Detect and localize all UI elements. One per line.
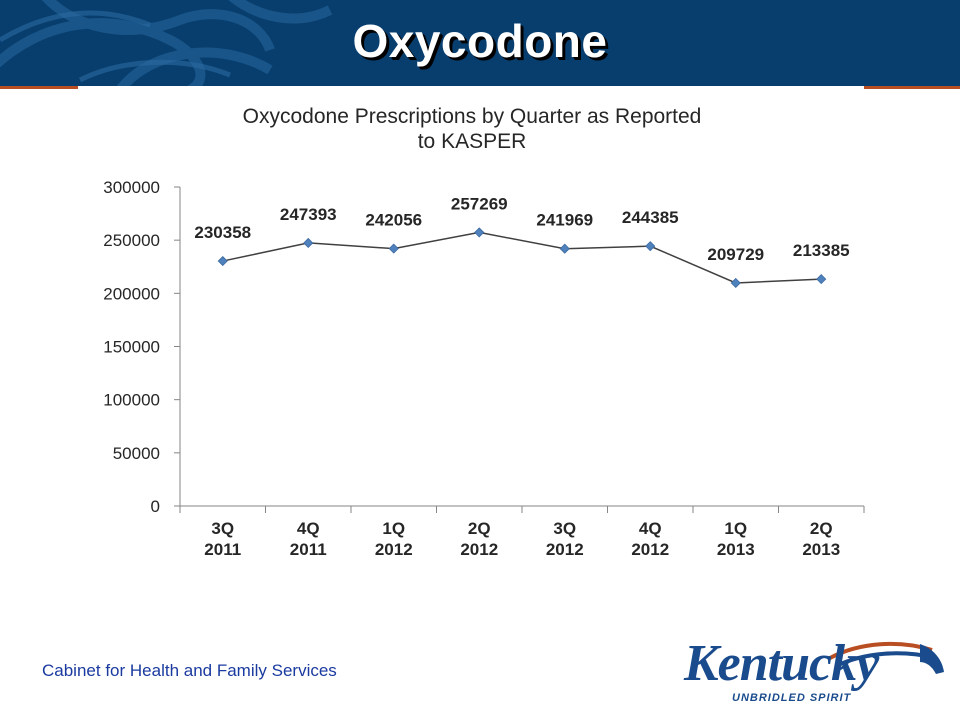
logo-wordmark: Kentucky: [684, 635, 879, 692]
chart-title-line-2: to KASPER: [418, 130, 527, 153]
y-tick-label: 150000: [103, 338, 160, 357]
logo-tagline: UNBRIDLED SPIRIT: [732, 692, 852, 704]
data-point: [474, 227, 485, 238]
swirl-decoration: [0, 0, 333, 86]
y-tick-label: 200000: [103, 284, 160, 303]
data-point: [645, 241, 656, 252]
chart-series: 230358 247393 242056 257269 241969 244385 2097…: [194, 194, 850, 289]
y-tick-label: 50000: [113, 444, 160, 463]
y-tick-label: 100000: [103, 391, 160, 410]
data-point: [816, 274, 827, 285]
data-label: 247393: [280, 205, 337, 224]
header-banner: Oxycodone: [0, 0, 960, 86]
slide-title: Oxycodone: [352, 15, 608, 67]
y-tick-label: 300000: [103, 178, 160, 197]
kentucky-logo: Kentucky UNBRIDLED SPIRIT: [680, 632, 950, 712]
x-tick-label: 2Q 2012: [460, 519, 498, 559]
horse-icon: [829, 641, 944, 674]
x-tick-label: 4Q 2011: [290, 519, 327, 559]
chart-title-line-1: Oxycodone Prescriptions by Quarter as Re…: [243, 105, 702, 128]
data-label: 230358: [194, 223, 251, 242]
data-point: [303, 237, 314, 249]
x-tick-label: 2Q 2013: [802, 519, 840, 559]
series-line: [222, 231, 822, 284]
data-label: 241969: [536, 211, 593, 230]
y-tick-label: 0: [151, 497, 160, 516]
x-tick-label: 1Q 2013: [717, 519, 755, 559]
data-label: 242056: [365, 211, 422, 230]
data-point: [730, 277, 741, 289]
chart-axes: 0 50000 100000 150000 200000 250000 300000 3Q 20…: [103, 178, 865, 559]
accent-rule-left: [0, 86, 78, 89]
data-point: [559, 243, 570, 254]
data-point: [388, 243, 399, 254]
line-chart: Oxycodone Prescriptions by Quarter as Re…: [103, 105, 865, 559]
x-tick-label: 3Q 2011: [204, 519, 241, 559]
data-label: 209729: [707, 245, 764, 264]
data-label: 244385: [622, 208, 679, 227]
y-tick-label: 250000: [103, 231, 160, 250]
data-label: 213385: [793, 241, 850, 260]
data-point: [217, 255, 228, 267]
accent-rule-right: [864, 86, 960, 89]
footer-text: Cabinet for Health and Family Services: [42, 661, 337, 680]
x-tick-label: 4Q 2012: [631, 519, 669, 559]
x-tick-label: 1Q 2012: [375, 519, 413, 559]
x-tick-label: 3Q 2012: [546, 519, 584, 559]
data-label: 257269: [451, 194, 508, 213]
